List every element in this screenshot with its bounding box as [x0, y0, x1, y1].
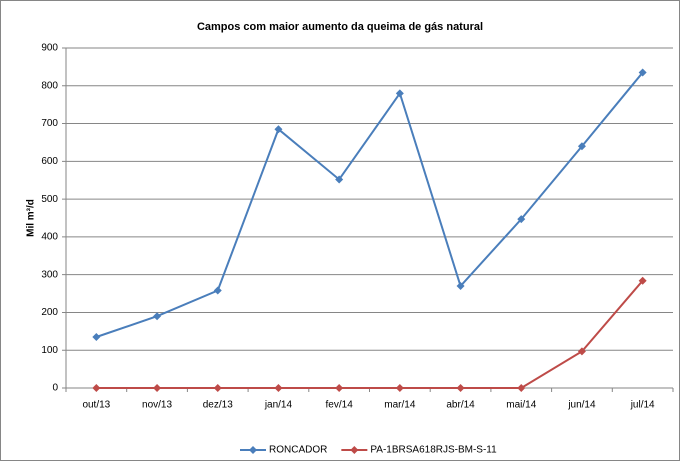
- y-tick-label: 800: [41, 80, 58, 91]
- marker: [92, 384, 101, 392]
- x-tick-label: nov/13: [142, 400, 172, 411]
- marker: [153, 384, 162, 392]
- legend-label: RONCADOR: [269, 445, 327, 456]
- x-tick-label: dez/13: [203, 400, 233, 411]
- marker: [395, 89, 404, 98]
- y-tick-label: 0: [52, 383, 58, 394]
- legend-label: PA-1BRSA618RJS-BM-S-11: [370, 445, 497, 456]
- y-tick-label: 200: [41, 307, 58, 318]
- chart-title: Campos com maior aumento da queima de gá…: [197, 21, 483, 33]
- y-axis-label: Mil m³/d: [26, 199, 37, 237]
- y-tick-label: 900: [41, 43, 58, 54]
- marker: [395, 384, 404, 392]
- series: [92, 276, 647, 392]
- marker: [274, 125, 283, 134]
- series-line: [96, 280, 644, 389]
- x-tick-label: abr/14: [446, 400, 475, 411]
- marker: [638, 68, 647, 77]
- x-tick-label: mai/14: [506, 400, 536, 411]
- marker: [213, 384, 222, 392]
- y-tick-label: 700: [41, 118, 58, 129]
- x-tick-label: fev/14: [326, 400, 354, 411]
- marker: [577, 347, 586, 356]
- legend-marker: [350, 446, 359, 454]
- x-tick-label: jan/14: [264, 400, 293, 411]
- marker: [517, 384, 526, 392]
- y-tick-label: 500: [41, 194, 58, 205]
- series-line: [96, 71, 644, 338]
- x-tick-label: mar/14: [384, 400, 416, 411]
- x-tick-label: out/13: [82, 400, 110, 411]
- y-tick-label: 600: [41, 156, 58, 167]
- y-tick-label: 300: [41, 269, 58, 280]
- x-tick-label: jun/14: [567, 400, 596, 411]
- marker: [274, 384, 283, 392]
- marker: [153, 312, 162, 321]
- marker: [335, 175, 344, 184]
- legend-marker: [249, 446, 257, 454]
- marker: [335, 384, 344, 392]
- marker: [517, 215, 526, 224]
- x-tick-label: jul/14: [630, 400, 655, 411]
- marker: [577, 142, 586, 151]
- marker: [638, 276, 647, 285]
- y-tick-label: 100: [41, 345, 58, 356]
- marker: [92, 333, 101, 341]
- y-tick-label: 400: [41, 232, 58, 243]
- marker: [456, 384, 465, 392]
- marker: [213, 286, 222, 295]
- marker: [456, 282, 465, 290]
- series: [92, 68, 647, 341]
